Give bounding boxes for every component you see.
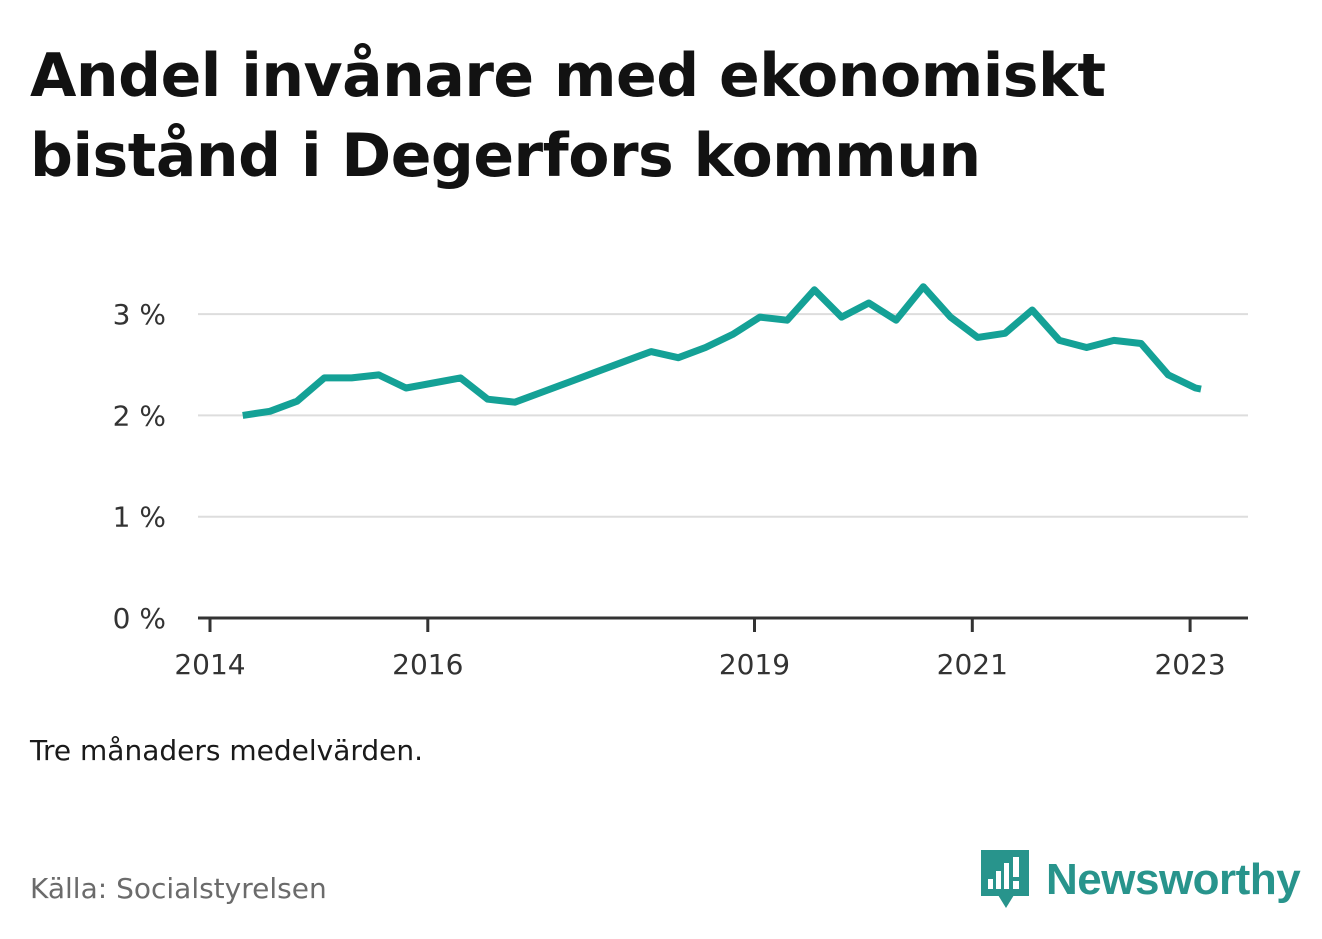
y-tick-label: 3 % [113, 298, 166, 331]
brand-name: Newsworthy [1046, 855, 1301, 904]
gridlines [198, 313, 1248, 518]
x-tick-label: 2016 [392, 648, 463, 681]
axes: 0 % 1 % 2 % 3 % 2014 2016 2019 2021 2023 [113, 298, 1248, 681]
y-tick-label: 2 % [113, 399, 166, 432]
source-credit: Källa: Socialstyrelsen [30, 872, 327, 905]
x-tick-label: 2019 [719, 648, 790, 681]
chart-title: Andel invånare med ekonomiskt bistånd i … [30, 41, 1106, 191]
y-tick-label: 0 % [113, 602, 166, 635]
chart-note: Tre månaders medelvärden. [30, 734, 424, 767]
x-tick-label: 2021 [937, 648, 1008, 681]
bar-chart-speech-bubble-icon [981, 850, 1029, 908]
series-group [242, 283, 1202, 419]
series-line [242, 283, 1202, 419]
y-tick-label: 1 % [113, 501, 166, 534]
x-tick-label: 2014 [174, 648, 245, 681]
newsworthy-brand: Newsworthy [980, 848, 1301, 912]
x-tick-label: 2023 [1154, 648, 1225, 681]
